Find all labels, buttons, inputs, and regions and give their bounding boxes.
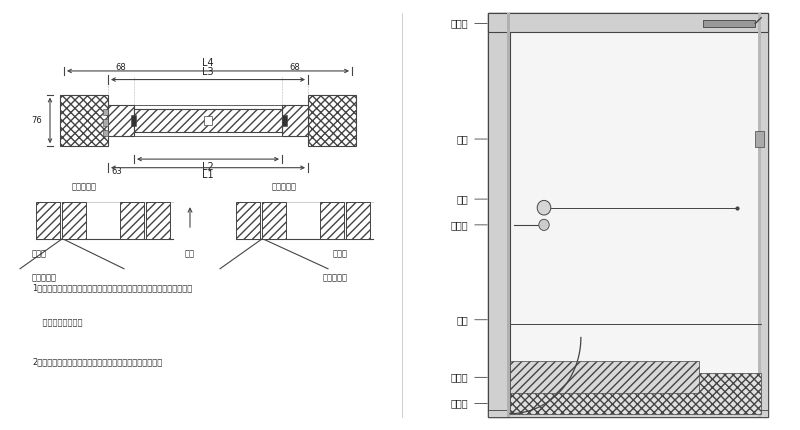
Text: L4: L4 (202, 58, 214, 68)
Bar (103, 109, 108, 115)
Text: 左外开: 左外开 (32, 249, 47, 258)
Bar (36, 202, 60, 239)
Text: 右外开: 右外开 (333, 249, 348, 258)
Bar (204, 116, 212, 125)
Text: 铰链: 铰链 (456, 134, 468, 144)
Bar (236, 202, 260, 239)
Bar (488, 13, 768, 32)
Bar (510, 373, 762, 414)
Text: 1、防火门一般为常闭式外开门，向逃生方向开启。站在门外面对着钔，: 1、防火门一般为常闭式外开门，向逃生方向开启。站在门外面对着钔， (32, 284, 192, 293)
Bar (131, 115, 136, 126)
Bar (103, 120, 108, 126)
Bar (507, 13, 510, 417)
Text: 钔锁在右为右开。: 钔锁在右为右开。 (32, 318, 82, 327)
Text: 开面（外）: 开面（外） (32, 273, 57, 282)
Text: L1: L1 (202, 170, 214, 181)
Bar (282, 115, 287, 126)
Text: L2: L2 (202, 162, 214, 172)
Bar (755, 131, 764, 147)
Bar (103, 130, 108, 136)
Bar (134, 108, 282, 132)
Text: 68: 68 (290, 63, 300, 72)
Circle shape (539, 219, 550, 230)
Text: 关面（内）: 关面（内） (71, 182, 97, 191)
Text: 门扇: 门扇 (456, 194, 468, 204)
Text: 开面（外）: 开面（外） (323, 273, 348, 282)
Text: 内骨架: 内骨架 (450, 372, 468, 382)
Bar (488, 13, 768, 417)
Bar (346, 202, 370, 239)
Text: 门框: 门框 (456, 315, 468, 325)
Bar (60, 95, 108, 146)
Bar (488, 410, 768, 417)
Text: 坡内: 坡内 (185, 249, 195, 258)
Bar (308, 95, 356, 146)
Text: 关面（内）: 关面（内） (271, 182, 297, 191)
Text: 闭门器: 闭门器 (450, 18, 468, 28)
Bar (262, 202, 286, 239)
Bar (320, 202, 344, 239)
Bar (759, 13, 768, 417)
Text: 2、门的安装装置，洞口尺寸请提供建筑平面图及尺寸图。: 2、门的安装装置，洞口尺寸请提供建筑平面图及尺寸图。 (32, 357, 162, 366)
Bar (758, 13, 762, 417)
Bar (510, 361, 698, 393)
Bar (62, 202, 86, 239)
Circle shape (538, 200, 550, 215)
Bar (146, 202, 170, 239)
Text: L3: L3 (202, 67, 214, 77)
Bar (120, 202, 144, 239)
Bar (510, 32, 762, 414)
Bar (703, 20, 755, 28)
Text: 珍珠岩: 珍珠岩 (450, 399, 468, 408)
Bar (488, 13, 510, 417)
Bar (108, 105, 134, 136)
Text: 防火锁: 防火锁 (450, 220, 468, 230)
Text: 63: 63 (112, 167, 122, 176)
Text: 76: 76 (31, 116, 42, 125)
Text: 68: 68 (116, 63, 126, 72)
Bar (282, 105, 308, 136)
